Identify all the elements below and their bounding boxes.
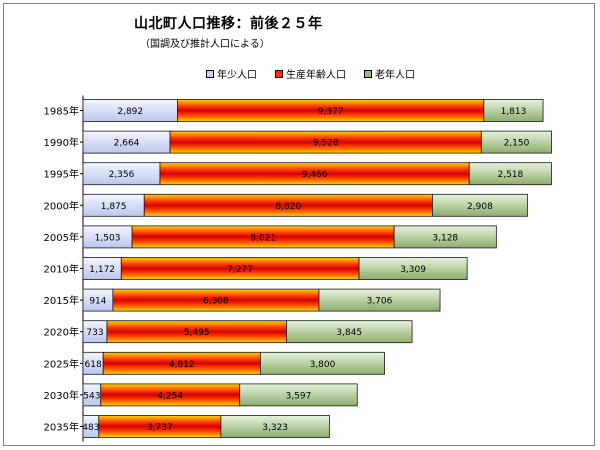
data-label-working: 8,820 [275,202,301,212]
category-label: 2030年 [44,389,79,402]
bar-old [483,99,544,122]
data-label-old: 2,908 [467,202,493,212]
category-label: 2000年 [44,199,79,212]
data-label-working: 9,466 [302,170,328,180]
data-label-old: 2,518 [497,170,523,180]
legend-swatch-working [275,69,283,78]
legend-item-old: 老年人口 [364,66,415,81]
legend-item-young: 年少人口 [206,66,257,81]
category-label: 2005年 [44,231,79,244]
legend-label-working: 生産年齢人口 [286,70,346,81]
data-label-old: 3,309 [400,265,426,275]
chart-title: 山北町人口推移：前後２５年 [134,16,323,32]
chart-subtitle: （国調及び推計人口による） [140,39,270,50]
data-label-working: 7,277 [227,265,253,275]
legend-swatch-young [206,69,214,78]
bar-old [318,288,441,312]
data-label-young: 733 [86,328,103,338]
bar-old [260,351,385,375]
data-label-young: 618 [85,360,102,370]
data-label-working: 4,812 [169,360,195,370]
data-label-working: 3,737 [147,423,173,433]
data-label-working: 4,254 [157,391,183,401]
legend: 年少人口 生産年齢人口 老年人口 [206,66,415,81]
legend-item-working: 生産年齢人口 [275,66,346,81]
bar-old [358,257,468,280]
bar-old [468,162,552,186]
data-label-old: 1,813 [501,107,527,117]
category-label: 2025年 [44,357,79,370]
data-label-working: 9,377 [318,107,344,117]
data-label-old: 2,150 [504,139,530,149]
bar-old [480,130,552,154]
legend-label-young: 年少人口 [217,70,257,81]
category-label: 1995年 [44,168,79,181]
data-label-working: 8,021 [250,233,276,243]
category-label: 1990年 [44,136,79,149]
data-label-young: 2,664 [114,139,140,149]
data-label-young: 914 [89,297,106,307]
data-label-old: 3,597 [286,391,312,401]
bars-layer: 2,892 9,377 1,813 2,664 9,528 2,150 2,356 9,466… [82,99,552,438]
data-label-old: 3,323 [262,423,288,433]
category-label: 1985年 [44,105,79,118]
category-label: 2035年 [44,421,79,434]
category-label: 2015年 [44,294,79,307]
category-label: 2020年 [44,326,79,339]
data-label-young: 2,356 [109,170,135,180]
bar-old [393,225,497,249]
data-label-working: 5,495 [184,328,210,338]
data-label-old: 3,706 [367,297,393,307]
data-label-old: 3,128 [432,233,458,243]
bar-old [220,415,330,438]
data-label-young: 543 [83,391,100,401]
category-label: 2010年 [44,263,79,276]
data-label-working: 9,528 [313,139,339,149]
bar-old [432,193,528,217]
legend-label-old: 老年人口 [375,70,415,81]
data-label-working: 6,308 [203,297,229,307]
data-label-young: 1,875 [101,202,127,212]
data-label-young: 483 [82,423,99,433]
data-label-old: 3,845 [336,328,362,338]
data-label-old: 3,800 [310,360,336,370]
bar-old [239,383,358,407]
data-label-young: 1,503 [95,233,121,243]
data-label-young: 1,172 [89,265,115,275]
axis-layer: 1985年 1990年 1995年 2000年 2005年 2010年 2015年 2020年… [44,95,84,442]
bar-old [286,320,413,344]
data-label-young: 2,892 [117,107,143,117]
legend-swatch-old [364,69,372,78]
